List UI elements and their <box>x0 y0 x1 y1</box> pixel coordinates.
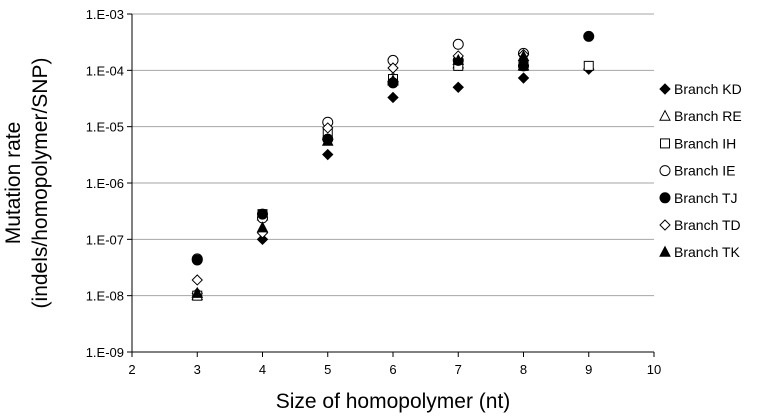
data-point <box>258 209 268 219</box>
x-tick-label: 8 <box>520 362 527 377</box>
legend-item: Branch KD <box>660 81 742 97</box>
y-tick-label: 1.E-08 <box>86 289 124 304</box>
x-tick-label: 7 <box>455 362 462 377</box>
y-tick-label: 1.E-03 <box>86 7 124 22</box>
data-point <box>453 39 463 49</box>
x-tick-label: 4 <box>259 362 266 377</box>
x-tick-label: 5 <box>324 362 331 377</box>
y-tick-labels: 1.E-09 1.E-08 1.E-07 1.E-06 1.E-05 1.E-04 1.E-… <box>86 7 124 360</box>
legend-item: Branch TJ <box>660 190 738 206</box>
data-point <box>519 73 529 83</box>
legend-item: Branch TD <box>660 217 741 233</box>
series-branch-td <box>192 50 528 285</box>
x-axis-title: Size of homopolymer (nt) <box>276 390 511 413</box>
series-branch-tk <box>192 51 528 297</box>
legend-marker <box>661 139 670 148</box>
legend-marker <box>660 166 670 176</box>
legend-marker <box>660 193 670 203</box>
x-tick-label: 10 <box>647 362 661 377</box>
legend-marker <box>660 220 670 230</box>
y-axis-title-line: Mutation rate <box>2 122 25 245</box>
data-point <box>192 275 202 285</box>
legend-label: Branch KD <box>674 81 742 97</box>
legend-label: Branch TD <box>674 217 741 233</box>
legend-label: Branch IE <box>674 163 735 179</box>
series-branch-re <box>192 58 528 299</box>
data-point <box>584 31 594 41</box>
legend-marker <box>660 247 670 257</box>
legend-item: Branch TK <box>660 244 741 260</box>
data-point <box>388 92 398 102</box>
data-point <box>323 150 333 160</box>
legend-item: Branch RE <box>660 108 742 124</box>
data-point <box>453 82 463 92</box>
data-point <box>258 222 268 232</box>
y-axis-title-line: (indels/homopolymer/SNP) <box>29 58 52 309</box>
data-point <box>192 255 202 265</box>
y-tick-label: 1.E-04 <box>86 63 124 78</box>
data-point <box>584 61 593 70</box>
x-tick-label: 6 <box>389 362 396 377</box>
x-tick-label: 3 <box>194 362 201 377</box>
y-axis-title: Mutation rate (indels/homopolymer/SNP) <box>2 58 52 309</box>
legend-label: Branch TK <box>674 244 741 260</box>
data-points <box>192 31 594 300</box>
x-tick-labels: 2 3 4 5 6 7 8 9 10 <box>128 362 661 377</box>
legend-item: Branch IH <box>661 135 737 151</box>
y-tick-label: 1.E-07 <box>86 232 124 247</box>
x-tick-label: 9 <box>585 362 592 377</box>
legend-item: Branch IE <box>660 163 735 179</box>
series-branch-ie <box>192 39 528 264</box>
legend-marker <box>660 84 670 94</box>
y-tick-label: 1.E-05 <box>86 120 124 135</box>
legend-label: Branch TJ <box>674 190 738 206</box>
legend-marker <box>660 111 670 121</box>
legend: Branch KD Branch RE Branch IH Branch IE Bran… <box>660 81 742 260</box>
data-point <box>519 61 529 71</box>
series-branch-kd <box>192 64 594 298</box>
y-tick-label: 1.E-06 <box>86 176 124 191</box>
legend-label: Branch IH <box>674 135 736 151</box>
legend-label: Branch RE <box>674 108 742 124</box>
y-tick-label: 1.E-09 <box>86 345 124 360</box>
x-tick-label: 2 <box>128 362 135 377</box>
